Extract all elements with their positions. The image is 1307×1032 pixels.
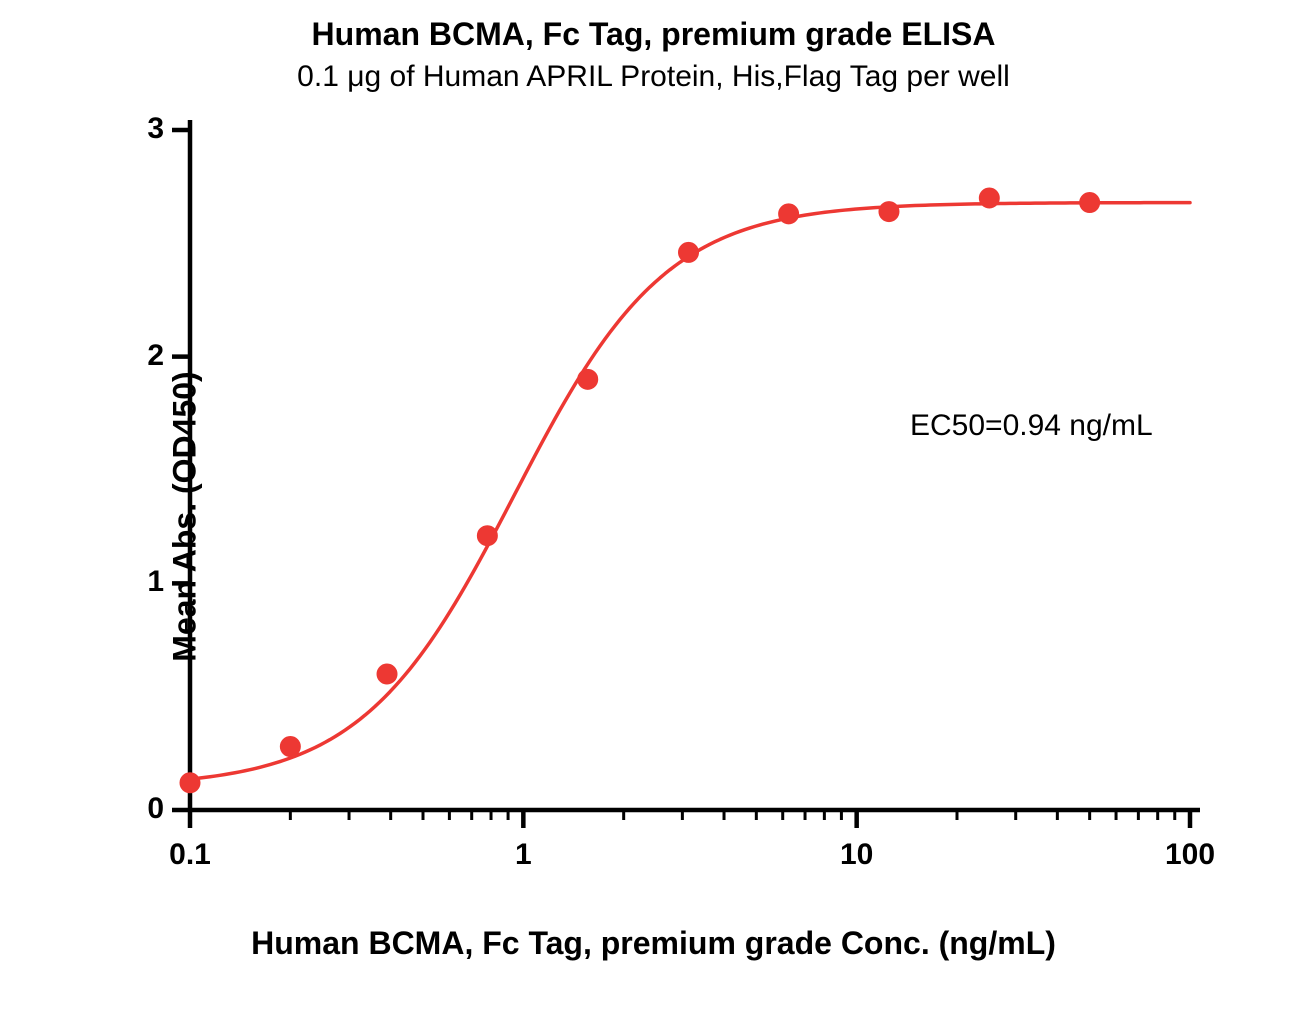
- y-tick-label: 2: [64, 339, 164, 373]
- elisa-chart: Human BCMA, Fc Tag, premium grade ELISA …: [0, 0, 1307, 1032]
- ec50-annotation: EC50=0.94 ng/mL: [910, 409, 1153, 443]
- y-tick-label: 1: [64, 565, 164, 599]
- y-tick-label: 3: [64, 112, 164, 146]
- x-tick-label: 100: [1165, 838, 1215, 872]
- axes-svg: [190, 130, 1190, 810]
- x-tick-label: 1: [515, 838, 532, 872]
- x-axis-label: Human BCMA, Fc Tag, premium grade Conc. …: [0, 925, 1307, 962]
- x-tick-label: 10: [840, 838, 873, 872]
- y-tick-label: 0: [64, 792, 164, 826]
- x-tick-label: 0.1: [169, 838, 211, 872]
- plot-area: [190, 130, 1190, 810]
